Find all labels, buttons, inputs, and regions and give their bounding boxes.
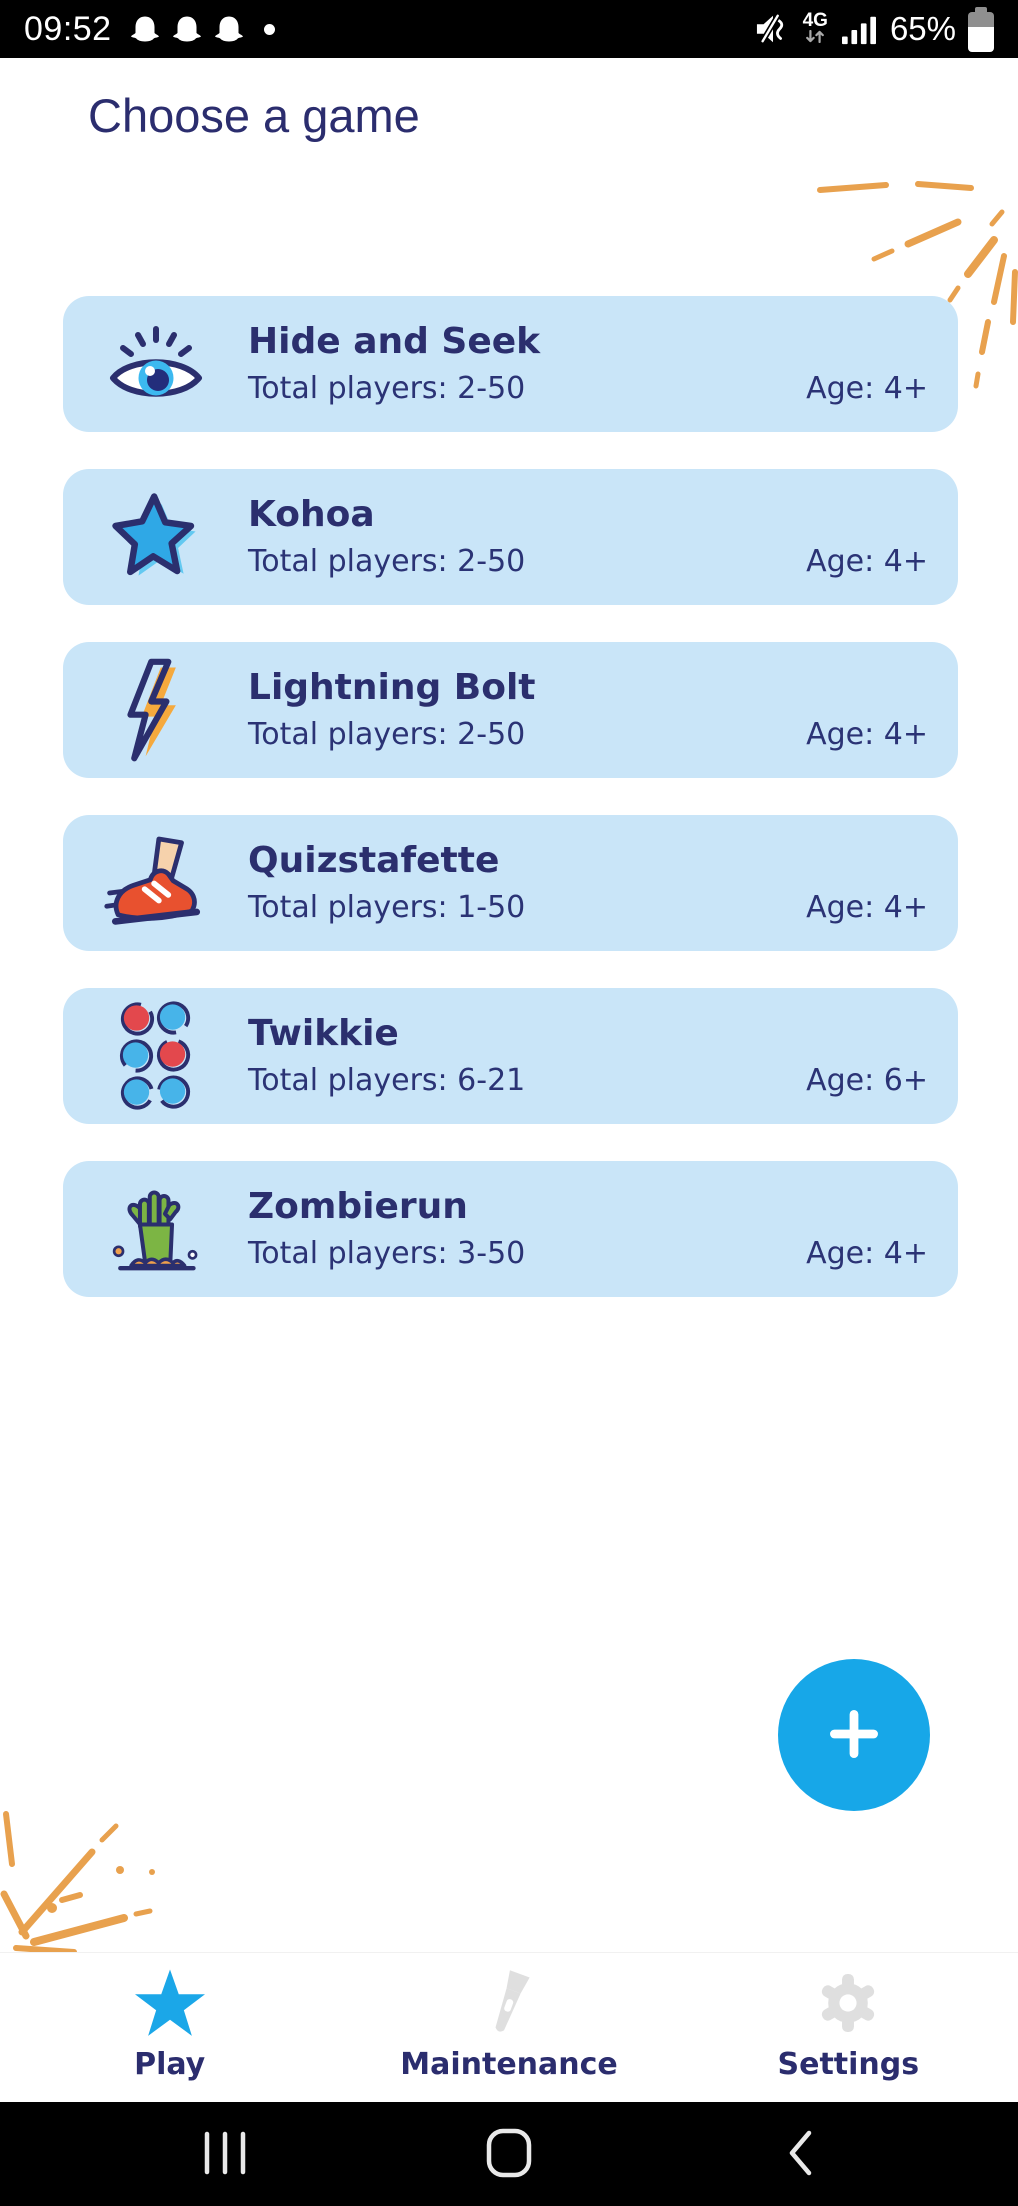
snapchat-ghost-icon: [130, 15, 160, 44]
status-time: 09:52: [24, 9, 112, 48]
plus-icon: [821, 1701, 887, 1770]
nav-item-maintenance[interactable]: Maintenance: [339, 1953, 678, 2103]
status-bar-right: 4G 65%: [743, 6, 994, 52]
game-age: Age: 4+: [806, 1236, 928, 1272]
game-age: Age: 4+: [806, 890, 928, 926]
firework-decoration-bottom-left: [0, 1811, 155, 1955]
game-list: Hide and Seek Total players: 2-50 Age: 4+ K…: [63, 296, 958, 1297]
flashlight-icon: [485, 1959, 533, 2047]
game-title: Quizstafette: [248, 839, 500, 881]
snapchat-ghost-icon: [172, 15, 202, 44]
game-players: Total players: 1-50: [248, 890, 526, 926]
page-title: Choose a game: [88, 89, 420, 142]
game-players: Total players: 6-21: [248, 1063, 526, 1099]
game-card-content: Twikkie Total players: 6-21 Age: 6+: [248, 1014, 958, 1099]
game-players: Total players: 2-50: [248, 544, 526, 580]
mute-vibrate-icon: [755, 12, 791, 46]
back-icon: [787, 2129, 813, 2180]
status-bar-left: 09:52: [24, 10, 275, 49]
game-meta: Total players: 2-50 Age: 4+: [248, 544, 928, 579]
notification-dot-icon: [263, 23, 275, 35]
game-title: Lightning Bolt: [248, 666, 536, 708]
game-card-content: Hide and Seek Total players: 2-50 Age: 4+: [248, 322, 958, 407]
nav-label: Play: [134, 2047, 206, 2082]
game-meta: Total players: 3-50 Age: 4+: [248, 1236, 928, 1271]
running-shoe-icon: [63, 836, 248, 931]
play-star-icon: [133, 1959, 207, 2047]
network-indicator: 4G: [803, 11, 828, 47]
game-title: Hide and Seek: [248, 320, 541, 362]
home-icon: [486, 2128, 532, 2181]
game-players: Total players: 2-50: [248, 717, 526, 753]
snapchat-ghost-icon: [214, 15, 244, 44]
game-card-quizstafette[interactable]: Quizstafette Total players: 1-50 Age: 4+: [63, 815, 958, 951]
game-card-twikkie[interactable]: Twikkie Total players: 6-21 Age: 6+: [63, 988, 958, 1124]
nav-item-play[interactable]: Play: [0, 1953, 339, 2103]
game-title: Zombierun: [248, 1185, 468, 1227]
game-card-kohoa[interactable]: Kohoa Total players: 2-50 Age: 4+: [63, 469, 958, 605]
recents-button[interactable]: [199, 2102, 251, 2206]
game-card-content: Quizstafette Total players: 1-50 Age: 4+: [248, 841, 958, 926]
game-age: Age: 4+: [806, 371, 928, 407]
android-navigation-bar: [0, 2102, 1018, 2206]
network-label: 4G: [802, 10, 828, 31]
game-card-content: Kohoa Total players: 2-50 Age: 4+: [248, 495, 958, 580]
status-bar: 09:52 4G 65: [0, 0, 1018, 58]
game-meta: Total players: 6-21 Age: 6+: [248, 1063, 928, 1098]
dots-icon: [63, 1001, 248, 1111]
game-card-content: Zombierun Total players: 3-50 Age: 4+: [248, 1187, 958, 1272]
game-age: Age: 4+: [806, 544, 928, 580]
game-players: Total players: 3-50: [248, 1236, 526, 1272]
game-title: Kohoa: [248, 493, 375, 535]
back-button[interactable]: [787, 2102, 813, 2206]
home-button[interactable]: [486, 2102, 532, 2206]
eye-icon: [63, 314, 248, 414]
game-meta: Total players: 2-50 Age: 4+: [248, 371, 928, 406]
game-card-hide-and-seek[interactable]: Hide and Seek Total players: 2-50 Age: 4+: [63, 296, 958, 432]
signal-strength-icon: [840, 12, 878, 46]
add-game-fab[interactable]: [778, 1659, 930, 1811]
nav-label: Settings: [777, 2047, 920, 2082]
game-card-lightning-bolt[interactable]: Lightning Bolt Total players: 2-50 Age: 4+: [63, 642, 958, 778]
game-age: Age: 4+: [806, 717, 928, 753]
game-age: Age: 6+: [806, 1063, 928, 1099]
nav-label: Maintenance: [400, 2047, 618, 2082]
data-arrows-icon: [804, 29, 826, 47]
battery-percent: 65%: [889, 10, 956, 47]
game-players: Total players: 2-50: [248, 371, 526, 407]
game-meta: Total players: 1-50 Age: 4+: [248, 890, 928, 925]
recents-icon: [199, 2129, 251, 2180]
gear-icon: [815, 1959, 881, 2047]
game-card-zombierun[interactable]: Zombierun Total players: 3-50 Age: 4+: [63, 1161, 958, 1297]
firework-decoration-top-right: [817, 181, 1018, 389]
game-meta: Total players: 2-50 Age: 4+: [248, 717, 928, 752]
game-title: Twikkie: [248, 1012, 399, 1054]
nav-item-settings[interactable]: Settings: [679, 1953, 1018, 2103]
bottom-navigation: Play Maintenance Settings: [0, 1952, 1018, 2103]
zombie-hand-icon: [63, 1180, 248, 1278]
battery-icon: [968, 6, 994, 52]
game-card-content: Lightning Bolt Total players: 2-50 Age: 4+: [248, 668, 958, 753]
star-game-icon: [63, 491, 248, 583]
lightning-icon: [63, 658, 248, 762]
